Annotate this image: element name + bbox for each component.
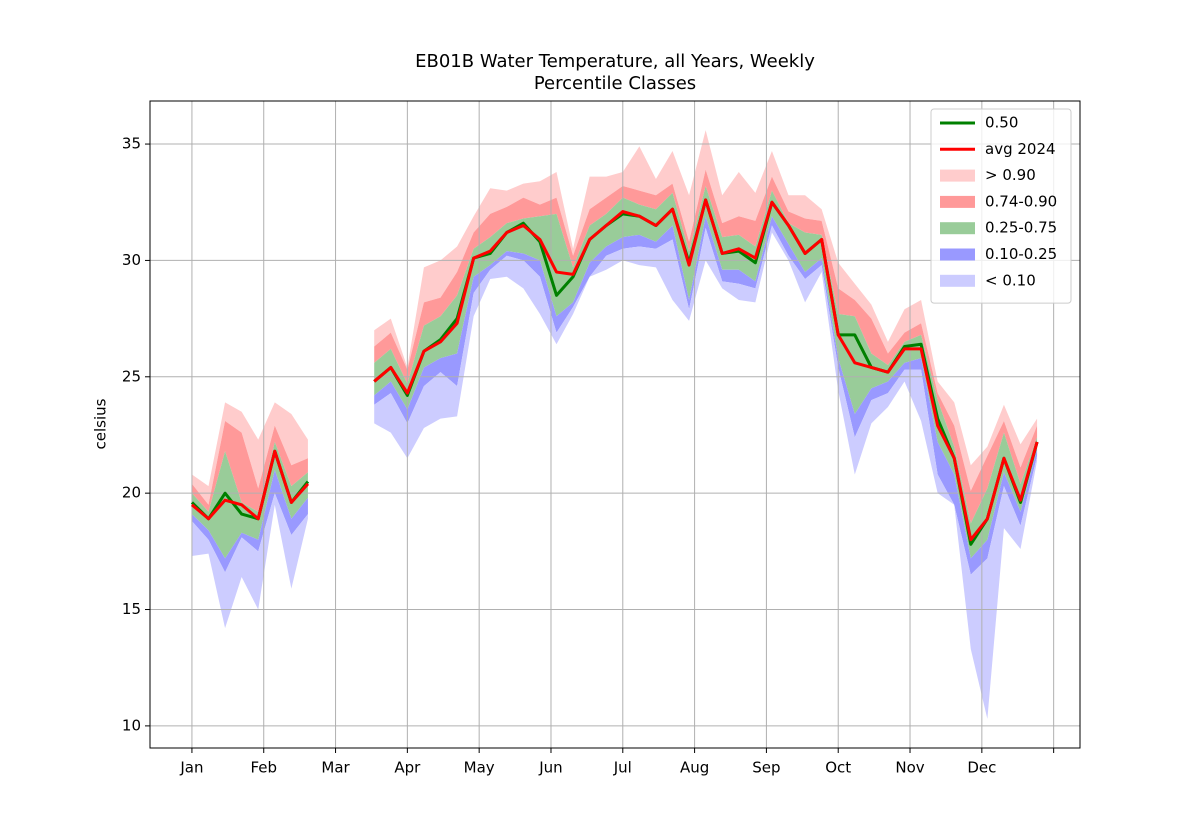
x-tick-label: Apr <box>394 759 421 777</box>
y-tick-label: 30 <box>122 251 141 269</box>
x-tick-label: Mar <box>321 759 350 777</box>
legend-label: 0.25-0.75 <box>985 219 1057 237</box>
percentile-band <box>191 469 308 573</box>
x-tick-label: Feb <box>250 759 277 777</box>
legend-patch <box>940 169 975 182</box>
x-tick-label: Jul <box>613 759 632 777</box>
percentile-band <box>374 130 1038 491</box>
x-tick-label: Dec <box>967 759 996 777</box>
percentile-band <box>191 402 308 505</box>
y-tick-label: 15 <box>122 600 141 618</box>
legend: 0.50 avg 2024 > 0.90 0.74-0.90 0.25-0.75 0.10… <box>930 108 1072 304</box>
legend-label: > 0.90 <box>985 166 1036 184</box>
plot-frame <box>149 100 1081 749</box>
legend-label: 0.10-0.25 <box>985 245 1057 263</box>
legend-patch <box>940 274 975 287</box>
y-tick-label: 35 <box>122 135 141 153</box>
legend-patch <box>940 195 975 208</box>
x-tick-label: Jun <box>538 759 562 777</box>
x-tick-label: Sep <box>752 759 780 777</box>
percentile-band <box>191 441 308 559</box>
legend-label: 0.50 <box>985 114 1018 132</box>
x-tick-label: Nov <box>895 759 924 777</box>
y-tick-label: 25 <box>122 367 141 385</box>
y-tick-label: 20 <box>122 484 141 502</box>
x-tick-label: Aug <box>680 759 709 777</box>
legend-patch <box>940 222 975 235</box>
legend-patch <box>940 248 975 261</box>
y-axis-label: celsius <box>92 398 110 449</box>
series-line <box>373 198 1039 542</box>
x-tick-label: May <box>464 759 495 777</box>
y-tick-label: 10 <box>122 716 141 734</box>
percentile-band <box>191 421 308 512</box>
legend-label: 0.74-0.90 <box>985 192 1057 210</box>
x-tick-label: Oct <box>825 759 851 777</box>
x-tick-label: Jan <box>179 759 203 777</box>
series-line <box>190 449 310 521</box>
chart-title: EB01B Water Temperature, all Years, Week… <box>415 51 815 72</box>
percentile-band <box>191 493 308 629</box>
chart-subtitle: Percentile Classes <box>534 73 696 94</box>
legend-label: < 0.10 <box>985 271 1036 289</box>
legend-label: avg 2024 <box>985 140 1056 158</box>
